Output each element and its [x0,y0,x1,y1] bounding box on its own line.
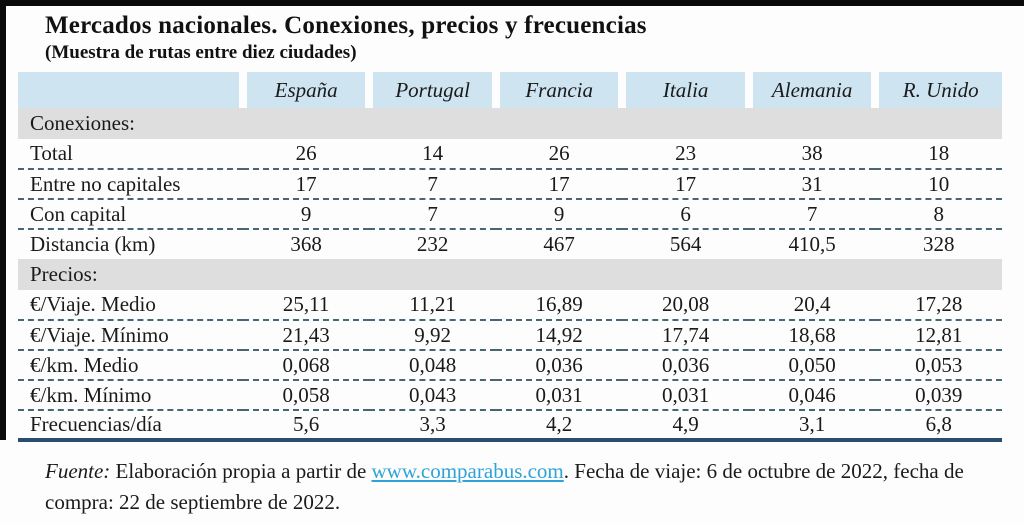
cell-vme-espana: 25,11 [242,290,370,321]
column-header-portugal: Portugal [365,72,496,108]
table-row-km-minimo: €/km. Mínimo 0,058 0,043 0,031 0,031 0,0… [18,380,1002,411]
table-subtitle: (Muestra de rutas entre diez ciudades) [45,42,357,63]
cell-dist-portugal: 232 [416,232,449,256]
cell-vme-portugal: 11,21 [369,290,496,321]
cell-total-runido: 18 [875,139,1002,170]
cell-frec-espana: 5,6 [242,410,370,442]
cell-dist-francia: 467 [543,232,575,256]
cell-vmi-alemania: 18,68 [748,320,876,351]
column-header-runido: R. Unido [871,72,1002,108]
cell-kmi-portugal: 0,043 [369,380,496,411]
cell-frec-italia: 4,9 [622,410,749,442]
cell-enc-runido: 10 [875,169,1002,200]
cell-enc-francia: 17 [495,169,623,200]
row-label-con-capital: Con capital [18,199,243,230]
section-label-conexiones: Conexiones: [18,108,1002,139]
row-label-km-medio: €/km. Medio [18,350,243,381]
cell-vme-francia: 16,89 [495,290,623,321]
frame-top-border [0,0,1024,6]
cell-total-portugal: 14 [369,139,496,170]
cell-frec-portugal: 3,3 [369,410,496,442]
cell-dist-italia: 564 [669,232,702,256]
table-row-total: Total 26 14 26 23 38 18 [18,139,1002,170]
cell-frec-runido: 6,8 [875,410,1002,442]
cell-frec-alemania: 3,1 [748,410,876,442]
table-row-frecuencias: Frecuencias/día 5,6 3,3 4,2 4,9 3,1 6,8 [18,410,1002,442]
cell-vme-runido: 17,28 [875,290,1002,321]
cell-kmi-italia: 0,031 [622,380,749,411]
cell-vmi-runido: 12,81 [875,320,1002,351]
cell-kme-francia: 0,036 [495,350,623,381]
cell-frec-francia: 4,2 [495,410,623,442]
fuente-label: Fuente: [45,459,111,483]
row-label-viaje-minimo: €/Viaje. Mínimo [18,320,243,351]
source-text-after-link: . Fecha de viaje: 6 de octubre de 2022, … [45,459,964,514]
column-header-italia: Italia [618,72,749,108]
cell-vmi-italia: 17,74 [622,320,749,351]
comparabus-link[interactable]: www.comparabus.com [371,459,564,483]
column-header-espana: España [238,72,370,108]
cell-dist-runido: 328 [922,232,955,256]
section-label-precios: Precios: [18,259,1002,290]
row-label-distancia: Distancia (km) [30,232,156,256]
cell-cc-italia: 6 [622,199,749,230]
cell-kme-runido: 0,053 [875,350,1002,381]
cell-enc-italia: 17 [622,169,749,200]
table-title: Mercados nacionales. Conexiones, precios… [45,12,647,39]
cell-vmi-francia: 14,92 [495,320,623,351]
cell-vmi-espana: 21,43 [242,320,370,351]
cell-vme-italia: 20,08 [622,290,749,321]
row-label-entre-no-capitales: Entre no capitales [18,169,243,200]
column-header-francia: Francia [491,72,623,108]
column-header-empty [18,72,243,108]
row-label-viaje-medio: €/Viaje. Medio [18,290,243,321]
cell-total-espana: 26 [242,139,370,170]
cell-cc-alemania: 7 [748,199,876,230]
markets-table: España Portugal Francia Italia Alemania … [18,72,1002,442]
cell-total-alemania: 38 [748,139,876,170]
table-row-km-medio: €/km. Medio 0,068 0,048 0,036 0,036 0,05… [18,350,1002,381]
cell-kmi-francia: 0,031 [495,380,623,411]
header-row: España Portugal Francia Italia Alemania … [18,72,1002,108]
cell-kmi-alemania: 0,046 [748,380,876,411]
cell-dist-espana: 368 [290,232,322,256]
cell-kme-alemania: 0,050 [748,350,876,381]
table-row-viaje-minimo: €/Viaje. Mínimo 21,43 9,92 14,92 17,74 1… [18,320,1002,351]
section-row-precios: Precios: [18,259,1002,290]
row-label-frecuencias: Frecuencias/día [18,410,243,442]
section-row-conexiones: Conexiones: [18,108,1002,139]
cell-enc-espana: 17 [242,169,370,200]
frame-left-border [0,0,6,440]
row-label-km-minimo: €/km. Mínimo [18,380,243,411]
column-header-alemania: Alemania [744,72,876,108]
cell-cc-runido: 8 [875,199,1002,230]
table-row-con-capital: Con capital 9 7 9 6 7 8 [18,199,1002,230]
source-text-before-link: Elaboración propia a partir de [110,459,372,483]
table-row-distancia: Distancia (km) 368 232 467 564 410,5 328 [18,229,1002,259]
cell-enc-portugal: 7 [369,169,496,200]
cell-kmi-espana: 0,058 [242,380,370,411]
cell-vmi-portugal: 9,92 [369,320,496,351]
cell-dist-alemania: 410,5 [788,232,836,256]
table-row-viaje-medio: €/Viaje. Medio 25,11 11,21 16,89 20,08 2… [18,290,1002,321]
table-row-entre-no-capitales: Entre no capitales 17 7 17 17 31 10 [18,169,1002,200]
cell-kme-portugal: 0,048 [369,350,496,381]
cell-kme-italia: 0,036 [622,350,749,381]
cell-total-italia: 23 [622,139,749,170]
source-note: Fuente: Elaboración propia a partir de w… [45,456,1003,518]
cell-enc-alemania: 31 [748,169,876,200]
figure-content: Mercados nacionales. Conexiones, precios… [0,6,1024,518]
cell-cc-espana: 9 [242,199,370,230]
cell-vme-alemania: 20,4 [748,290,876,321]
cell-kme-espana: 0,068 [242,350,370,381]
row-label-total: Total [18,139,243,170]
cell-cc-francia: 9 [495,199,623,230]
cell-kmi-runido: 0,039 [875,380,1002,411]
cell-total-francia: 26 [495,139,623,170]
cell-cc-portugal: 7 [369,199,496,230]
